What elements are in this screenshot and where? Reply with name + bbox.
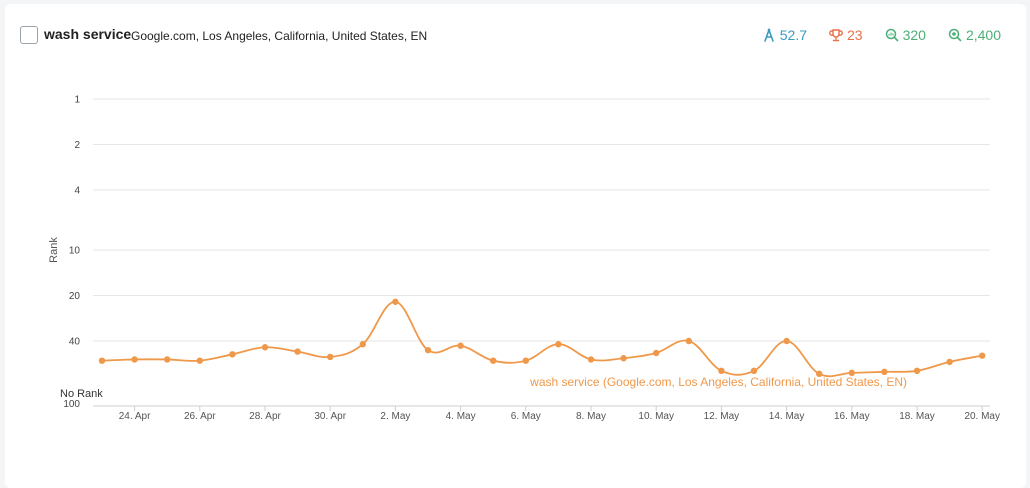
data-point bbox=[359, 341, 366, 348]
visibility-value: 52.7 bbox=[779, 27, 808, 43]
data-point bbox=[457, 342, 464, 349]
x-tick-label: 26. Apr bbox=[184, 411, 216, 422]
search-volume-icon bbox=[885, 28, 898, 42]
x-tick-label: 18. May bbox=[899, 411, 935, 422]
data-point bbox=[196, 357, 203, 364]
trophy-value: 23 bbox=[847, 27, 863, 43]
data-point bbox=[848, 369, 855, 377]
data-point bbox=[327, 353, 334, 361]
x-tick-label: 10. May bbox=[638, 411, 674, 422]
y-tick-label: 10 bbox=[69, 246, 81, 257]
keyword-location: Google.com, Los Angeles, California, Uni… bbox=[131, 29, 428, 43]
x-tick-label: 20. May bbox=[964, 411, 1000, 422]
data-point bbox=[522, 357, 529, 364]
data-point bbox=[783, 337, 790, 345]
y-tick-label: 2 bbox=[74, 140, 80, 151]
x-tick-label: 28. Apr bbox=[249, 411, 281, 422]
y-tick-label: 1 bbox=[74, 95, 80, 106]
y-tick-label: 20 bbox=[69, 291, 81, 302]
visibility-icon bbox=[763, 28, 774, 42]
x-tick-label: 16. May bbox=[834, 411, 870, 422]
data-point bbox=[424, 346, 432, 354]
data-point bbox=[979, 352, 986, 359]
x-tick-label: 24. Apr bbox=[119, 411, 151, 422]
y-bottom-tick-label: 100 bbox=[63, 399, 80, 410]
x-tick-label: 8. May bbox=[576, 411, 606, 422]
data-point bbox=[685, 337, 692, 345]
data-point bbox=[294, 348, 301, 355]
data-point bbox=[750, 367, 758, 375]
data-point bbox=[98, 357, 106, 364]
search-results-icon bbox=[948, 28, 962, 42]
keyword-title: wash service bbox=[44, 26, 132, 42]
y-tick-label: 40 bbox=[69, 337, 81, 348]
x-tick-label: 4. May bbox=[446, 411, 476, 422]
y-axis-title: Rank bbox=[48, 237, 60, 263]
data-point bbox=[555, 341, 562, 348]
metrics-bar: 52.7 23 320 bbox=[762, 27, 1001, 43]
card-header: wash service Google.com, Los Angeles, Ca… bbox=[5, 4, 1026, 68]
search-results-metric: 2,400 bbox=[948, 27, 1001, 43]
x-tick-label: 12. May bbox=[704, 411, 740, 422]
select-checkbox[interactable] bbox=[20, 26, 38, 44]
series-label: wash service (Google.com, Los Angeles, C… bbox=[529, 375, 907, 389]
x-tick-label: 30. Apr bbox=[314, 411, 346, 422]
data-point bbox=[816, 370, 823, 378]
x-tick-label: 6. May bbox=[511, 411, 541, 422]
search-results-value: 2,400 bbox=[965, 27, 1001, 43]
series-line bbox=[101, 300, 983, 378]
rank-card: wash service Google.com, Los Angeles, Ca… bbox=[5, 4, 1026, 488]
y-tick-label: 4 bbox=[74, 185, 80, 196]
data-point bbox=[881, 368, 888, 376]
data-point bbox=[164, 356, 171, 363]
visibility-metric: 52.7 bbox=[762, 27, 807, 43]
data-point bbox=[620, 355, 627, 362]
data-point bbox=[913, 367, 921, 375]
data-point bbox=[653, 349, 660, 357]
data-point bbox=[229, 351, 236, 358]
x-tick-label: 14. May bbox=[769, 411, 805, 422]
x-tick-label: 2. May bbox=[380, 411, 410, 422]
data-point bbox=[946, 358, 953, 366]
trophy-metric: 23 bbox=[829, 27, 863, 43]
search-volume-value: 320 bbox=[902, 27, 926, 43]
data-point bbox=[587, 356, 595, 363]
trophy-icon bbox=[829, 29, 843, 42]
data-point bbox=[718, 367, 725, 375]
data-point bbox=[261, 344, 269, 351]
no-rank-label: No Rank bbox=[60, 388, 103, 400]
search-volume-metric: 320 bbox=[885, 27, 926, 43]
data-point bbox=[392, 298, 399, 305]
data-point bbox=[490, 357, 497, 364]
data-point bbox=[131, 356, 138, 363]
